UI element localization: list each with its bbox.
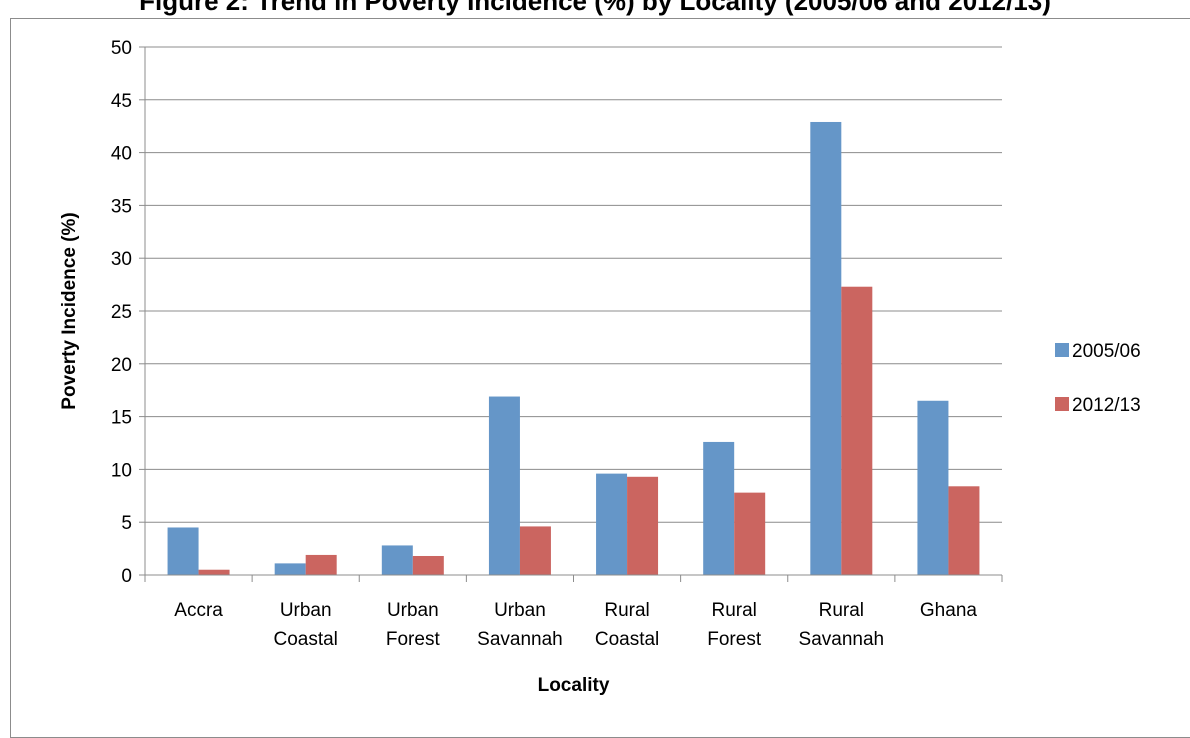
bar-2005-06 xyxy=(167,527,199,575)
x-category-label: Rural xyxy=(711,600,756,621)
y-tick-label: 30 xyxy=(111,249,132,270)
x-category-label: Urban xyxy=(280,600,332,621)
bar-2005-06 xyxy=(596,473,628,575)
x-category-label: Coastal xyxy=(273,629,337,650)
gridlines xyxy=(145,46,1002,523)
y-tick-label: 50 xyxy=(111,38,132,59)
chart-title: Figure 2: Trend in Poverty Incidence (%)… xyxy=(139,0,1051,16)
legend-label: 2005/06 xyxy=(1072,341,1141,362)
x-category-label: Forest xyxy=(707,629,762,650)
y-tick-label: 35 xyxy=(111,196,132,217)
y-tick-label: 15 xyxy=(111,408,132,429)
x-category-label: Urban xyxy=(494,600,546,621)
x-axis-labels: Accra Urban Coastal Urban Forest Urban Savanna… xyxy=(174,600,977,650)
bar-2012-13 xyxy=(841,286,873,575)
bar-2005-06 xyxy=(810,121,842,575)
x-category-label: Urban xyxy=(387,600,439,621)
legend-swatch xyxy=(1055,343,1069,357)
bar-2005-06 xyxy=(274,563,306,575)
bar-2012-13 xyxy=(519,526,551,575)
y-axis-ticks: 0 5 10 15 20 25 30 35 40 45 50 xyxy=(111,38,145,587)
axes xyxy=(144,47,1003,582)
legend-swatch xyxy=(1055,397,1069,411)
y-tick-label: 10 xyxy=(111,460,132,481)
bar-2005-06 xyxy=(488,396,520,575)
bar-2012-13 xyxy=(948,486,980,575)
bars xyxy=(167,121,980,575)
bar-2005-06 xyxy=(917,400,949,575)
x-category-label: Ghana xyxy=(920,600,977,621)
bar-2005-06 xyxy=(703,441,735,575)
bar-2012-13 xyxy=(198,569,230,575)
y-tick-label: 20 xyxy=(111,355,132,376)
x-category-label: Coastal xyxy=(595,629,659,650)
y-tick-label: 5 xyxy=(121,513,132,534)
legend-label: 2012/13 xyxy=(1072,395,1141,416)
x-category-label: Rural xyxy=(819,600,864,621)
x-category-label: Savannah xyxy=(799,629,885,650)
bar-2012-13 xyxy=(412,555,444,575)
bar-2005-06 xyxy=(381,545,413,575)
bar-2012-13 xyxy=(627,476,659,575)
y-tick-label: 45 xyxy=(111,91,132,112)
x-category-label: Rural xyxy=(604,600,649,621)
x-category-label: Accra xyxy=(174,600,223,621)
x-category-label: Savannah xyxy=(477,629,563,650)
y-tick-label: 25 xyxy=(111,302,132,323)
y-tick-label: 40 xyxy=(111,144,132,165)
bar-2012-13 xyxy=(734,492,766,575)
y-axis-title: Poverty Incidence (%) xyxy=(59,212,80,409)
legend: 2005/06 2012/13 xyxy=(1055,341,1141,416)
x-category-label: Forest xyxy=(386,629,441,650)
y-tick-label: 0 xyxy=(121,566,132,587)
bar-2012-13 xyxy=(305,554,337,575)
x-axis-title: Locality xyxy=(538,675,610,696)
